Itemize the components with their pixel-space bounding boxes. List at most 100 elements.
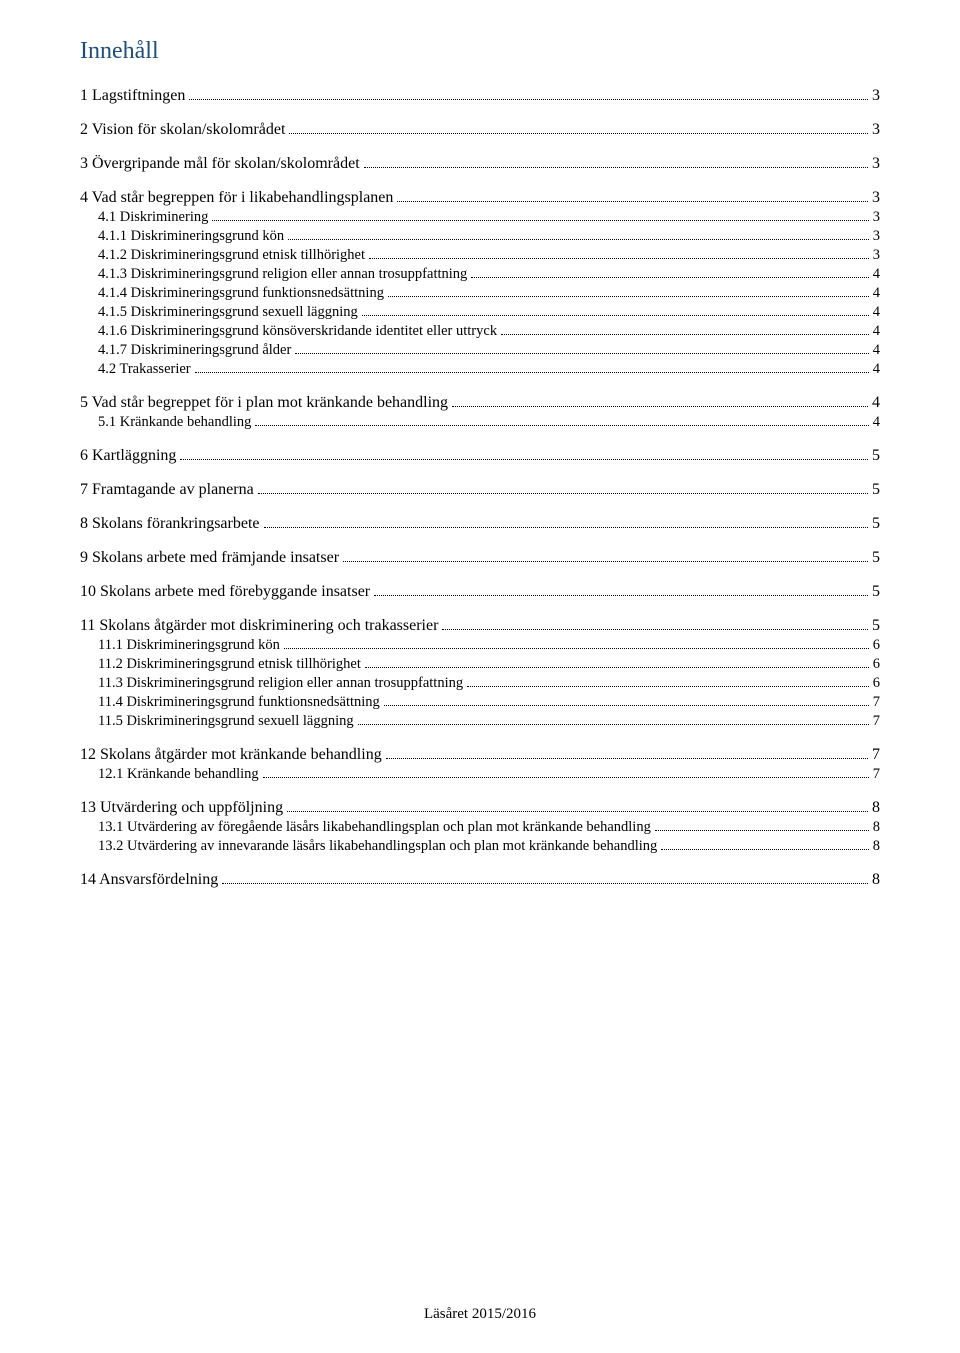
toc-entry-label: 4.1.6 Diskrimineringsgrund könsöverskrid… (98, 323, 497, 340)
toc-entry-page: 4 (873, 342, 880, 359)
toc-leader-dots (288, 229, 869, 240)
toc-entry[interactable]: 13.2 Utvärdering av innevarande läsårs l… (80, 838, 880, 855)
toc-entry[interactable]: 4.1.1 Diskrimineringsgrund kön 3 (80, 228, 880, 245)
toc-leader-dots (343, 550, 868, 562)
toc-entry-label: 4.1 Diskriminering (98, 209, 208, 226)
toc-leader-dots (655, 820, 869, 831)
toc-entry-label: 7 Framtagande av planerna (80, 481, 254, 499)
toc-entry-label: 5.1 Kränkande behandling (98, 414, 251, 431)
toc-leader-dots (287, 800, 868, 812)
toc-title: Innehåll (80, 38, 880, 65)
toc-entry-page: 4 (873, 361, 880, 378)
toc-leader-dots (212, 210, 868, 221)
toc-entry-page: 5 (872, 549, 880, 567)
toc-entry-page: 6 (873, 637, 880, 654)
toc-entry-page: 4 (873, 266, 880, 283)
toc-entry-label: 8 Skolans förankringsarbete (80, 515, 260, 533)
toc-leader-dots (255, 415, 868, 426)
toc-entry-label: 9 Skolans arbete med främjande insatser (80, 549, 339, 567)
toc-entry[interactable]: 10 Skolans arbete med förebyggande insat… (80, 583, 880, 601)
toc-entry-label: 1 Lagstiftningen (80, 87, 185, 105)
toc-leader-dots (661, 839, 868, 850)
toc-entry[interactable]: 4 Vad står begreppen för i likabehandlin… (80, 189, 880, 207)
toc-entry-page: 4 (873, 414, 880, 431)
toc-entry-page: 3 (872, 155, 880, 173)
toc-entry-label: 3 Övergripande mål för skolan/skolområde… (80, 155, 360, 173)
toc-entry-page: 7 (873, 694, 880, 711)
toc-leader-dots (397, 190, 868, 202)
toc-entry-page: 3 (872, 121, 880, 139)
toc-leader-dots (295, 343, 868, 354)
toc-entry-label: 13.1 Utvärdering av föregående läsårs li… (98, 819, 651, 836)
toc-entry[interactable]: 4.1.7 Diskrimineringsgrund ålder 4 (80, 342, 880, 359)
toc-entry-label: 4.1.3 Diskrimineringsgrund religion elle… (98, 266, 467, 283)
toc-entry-page: 8 (873, 819, 880, 836)
toc-entry-label: 5 Vad står begreppet för i plan mot krän… (80, 394, 448, 412)
toc-entry[interactable]: 9 Skolans arbete med främjande insatser … (80, 549, 880, 567)
toc-entry[interactable]: 4.1 Diskriminering 3 (80, 209, 880, 226)
toc-leader-dots (362, 305, 869, 316)
toc-entry-label: 4.2 Trakasserier (98, 361, 191, 378)
toc-leader-dots (369, 248, 869, 259)
toc-entry-page: 5 (872, 481, 880, 499)
toc-entry-page: 5 (872, 447, 880, 465)
toc-leader-dots (386, 747, 868, 759)
toc-leader-dots (471, 267, 868, 278)
toc-entry[interactable]: 1 Lagstiftningen 3 (80, 87, 880, 105)
toc-entry[interactable]: 11.2 Diskrimineringsgrund etnisk tillhör… (80, 656, 880, 673)
toc-entry-page: 7 (873, 713, 880, 730)
toc-entry[interactable]: 11.4 Diskrimineringsgrund funktionsnedsä… (80, 694, 880, 711)
toc-entry[interactable]: 5.1 Kränkande behandling 4 (80, 414, 880, 431)
toc-entry-label: 4.1.2 Diskrimineringsgrund etnisk tillhö… (98, 247, 365, 264)
toc-entry-label: 12.1 Kränkande behandling (98, 766, 259, 783)
toc-leader-dots (195, 362, 869, 373)
toc-entry[interactable]: 13 Utvärdering och uppföljning 8 (80, 799, 880, 817)
toc-entry[interactable]: 12.1 Kränkande behandling 7 (80, 766, 880, 783)
toc-entry[interactable]: 5 Vad står begreppet för i plan mot krän… (80, 394, 880, 412)
toc-entry[interactable]: 7 Framtagande av planerna 5 (80, 481, 880, 499)
toc-entry-page: 5 (872, 515, 880, 533)
toc-entry-label: 12 Skolans åtgärder mot kränkande behand… (80, 746, 382, 764)
toc-entry[interactable]: 12 Skolans åtgärder mot kränkande behand… (80, 746, 880, 764)
toc-entry-label: 4 Vad står begreppen för i likabehandlin… (80, 189, 393, 207)
toc-entry[interactable]: 11.1 Diskrimineringsgrund kön 6 (80, 637, 880, 654)
toc-leader-dots (264, 516, 868, 528)
toc-entry-page: 7 (872, 746, 880, 764)
toc-entry-page: 4 (873, 304, 880, 321)
toc-entry-label: 2 Vision för skolan/skolområdet (80, 121, 285, 139)
toc-entry[interactable]: 4.1.3 Diskrimineringsgrund religion elle… (80, 266, 880, 283)
toc-leader-dots (358, 714, 869, 725)
toc-leader-dots (364, 156, 868, 168)
toc-entry-page: 6 (873, 656, 880, 673)
toc-leader-dots (189, 88, 868, 100)
toc-leader-dots (388, 286, 869, 297)
page-footer: Läsåret 2015/2016 (0, 1306, 960, 1323)
toc-entry[interactable]: 4.1.2 Diskrimineringsgrund etnisk tillhö… (80, 247, 880, 264)
toc-entry[interactable]: 2 Vision för skolan/skolområdet 3 (80, 121, 880, 139)
toc-entry[interactable]: 11.5 Diskrimineringsgrund sexuell läggni… (80, 713, 880, 730)
toc-entry[interactable]: 11 Skolans åtgärder mot diskriminering o… (80, 617, 880, 635)
toc-list: 1 Lagstiftningen 32 Vision för skolan/sk… (80, 87, 880, 889)
toc-entry-page: 4 (873, 285, 880, 302)
toc-entry[interactable]: 4.1.5 Diskrimineringsgrund sexuell läggn… (80, 304, 880, 321)
toc-entry[interactable]: 6 Kartläggning 5 (80, 447, 880, 465)
toc-entry[interactable]: 14 Ansvarsfördelning 8 (80, 871, 880, 889)
toc-entry[interactable]: 4.2 Trakasserier 4 (80, 361, 880, 378)
toc-entry[interactable]: 11.3 Diskrimineringsgrund religion eller… (80, 675, 880, 692)
toc-entry[interactable]: 13.1 Utvärdering av föregående läsårs li… (80, 819, 880, 836)
toc-entry-page: 3 (873, 228, 880, 245)
toc-entry-page: 8 (872, 871, 880, 889)
toc-leader-dots (467, 676, 869, 687)
toc-entry-label: 11.5 Diskrimineringsgrund sexuell läggni… (98, 713, 354, 730)
toc-entry-label: 10 Skolans arbete med förebyggande insat… (80, 583, 370, 601)
toc-entry-page: 4 (872, 394, 880, 412)
toc-leader-dots (284, 638, 869, 649)
toc-entry-page: 3 (872, 87, 880, 105)
toc-entry-page: 5 (872, 583, 880, 601)
toc-entry-label: 13.2 Utvärdering av innevarande läsårs l… (98, 838, 657, 855)
toc-leader-dots (384, 695, 869, 706)
toc-entry[interactable]: 4.1.4 Diskrimineringsgrund funktionsneds… (80, 285, 880, 302)
toc-entry[interactable]: 4.1.6 Diskrimineringsgrund könsöverskrid… (80, 323, 880, 340)
toc-entry[interactable]: 8 Skolans förankringsarbete 5 (80, 515, 880, 533)
toc-entry[interactable]: 3 Övergripande mål för skolan/skolområde… (80, 155, 880, 173)
